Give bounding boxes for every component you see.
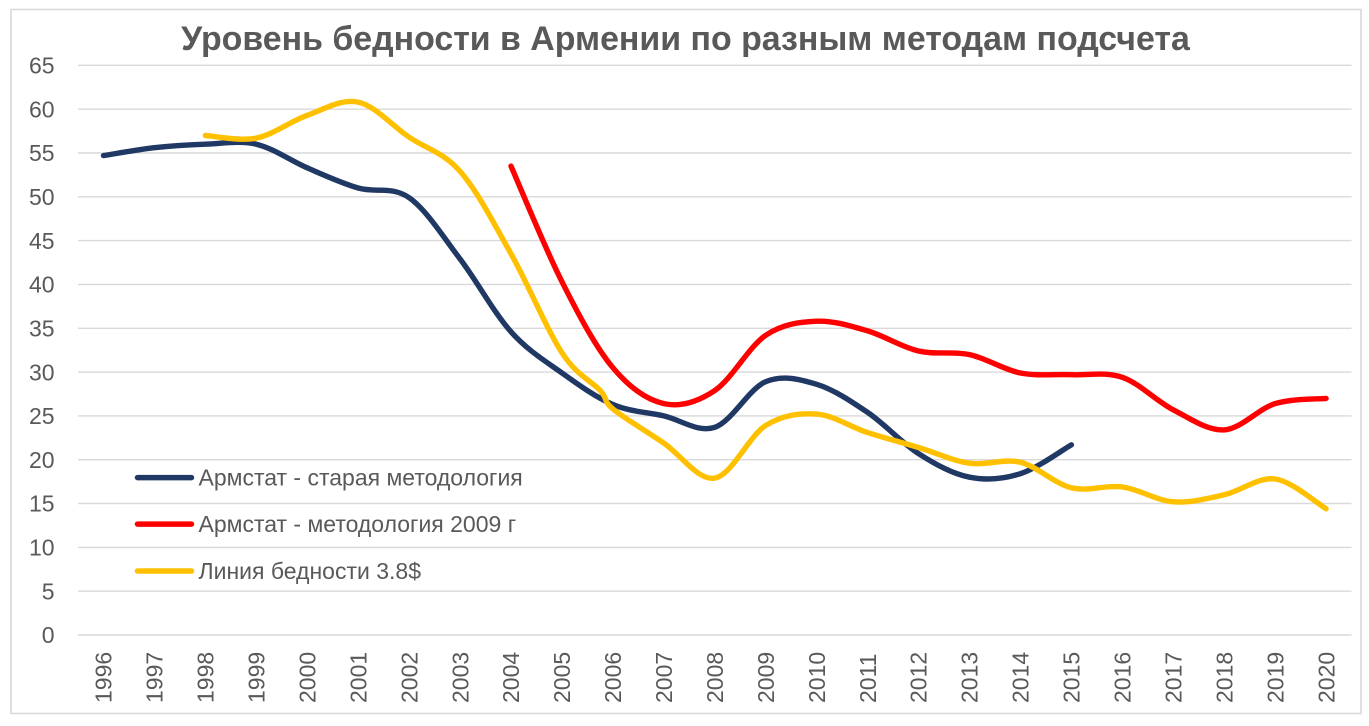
- svg-text:2008: 2008: [702, 652, 728, 703]
- svg-text:45: 45: [29, 228, 55, 254]
- svg-text:2002: 2002: [396, 652, 422, 703]
- svg-text:2014: 2014: [1008, 652, 1034, 703]
- svg-text:Уровень бедности в Армении по: Уровень бедности в Армении по разным мет…: [181, 20, 1191, 58]
- svg-text:2020: 2020: [1313, 652, 1339, 703]
- svg-text:2001: 2001: [345, 652, 371, 703]
- svg-text:2000: 2000: [295, 652, 321, 703]
- svg-text:2015: 2015: [1059, 652, 1085, 703]
- svg-text:2010: 2010: [804, 652, 830, 703]
- svg-text:2012: 2012: [906, 652, 932, 703]
- svg-text:2013: 2013: [957, 652, 983, 703]
- svg-text:1997: 1997: [142, 652, 168, 703]
- svg-text:60: 60: [29, 96, 55, 122]
- svg-text:5: 5: [42, 578, 55, 604]
- svg-text:2018: 2018: [1211, 652, 1237, 703]
- svg-text:2004: 2004: [498, 652, 524, 703]
- svg-text:55: 55: [29, 140, 55, 166]
- svg-text:2006: 2006: [600, 652, 626, 703]
- svg-text:2005: 2005: [549, 652, 575, 703]
- svg-text:0: 0: [42, 622, 55, 648]
- svg-text:15: 15: [29, 491, 55, 517]
- svg-text:25: 25: [29, 403, 55, 429]
- svg-text:2016: 2016: [1110, 652, 1136, 703]
- svg-text:50: 50: [29, 184, 55, 210]
- svg-text:1999: 1999: [244, 652, 270, 703]
- svg-text:10: 10: [29, 535, 55, 561]
- svg-text:2019: 2019: [1262, 652, 1288, 703]
- svg-text:2009: 2009: [753, 652, 779, 703]
- svg-text:1998: 1998: [193, 652, 219, 703]
- svg-text:2011: 2011: [855, 654, 881, 703]
- svg-text:2017: 2017: [1160, 652, 1186, 703]
- svg-text:1996: 1996: [91, 652, 117, 703]
- svg-text:2003: 2003: [447, 652, 473, 703]
- svg-text:20: 20: [29, 447, 55, 473]
- svg-text:65: 65: [29, 53, 55, 79]
- svg-text:30: 30: [29, 359, 55, 385]
- svg-text:40: 40: [29, 272, 55, 298]
- svg-text:2007: 2007: [651, 652, 677, 703]
- svg-text:Армстат - методология 2009 г: Армстат - методология 2009 г: [199, 511, 517, 537]
- svg-text:35: 35: [29, 316, 55, 342]
- svg-text:Армстат - старая методология: Армстат - старая методология: [199, 464, 523, 490]
- svg-text:Линия бедности 3.8$: Линия бедности 3.8$: [199, 558, 422, 584]
